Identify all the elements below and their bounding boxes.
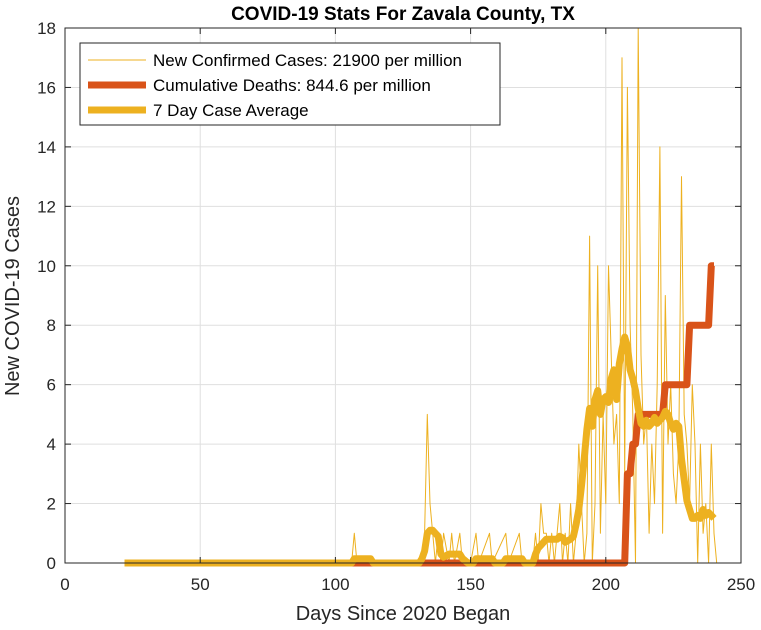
chart-title: COVID-19 Stats For Zavala County, TX xyxy=(231,4,575,25)
series-line-1 xyxy=(124,27,718,564)
legend-entry-1: New Confirmed Cases: 21900 per million xyxy=(153,51,462,70)
y-tick-label: 18 xyxy=(37,19,56,38)
series-line-2 xyxy=(124,262,715,567)
legend-entry-3: 7 Day Case Average xyxy=(153,101,309,120)
y-tick-label: 14 xyxy=(37,138,56,157)
plot-frame xyxy=(64,27,742,564)
y-tick-label: 2 xyxy=(47,495,56,514)
x-tick-label: 50 xyxy=(191,575,210,594)
x-tick-label: 0 xyxy=(60,575,69,594)
legend-entry-2: Cumulative Deaths: 844.6 per million xyxy=(153,76,431,95)
y-tick-label: 16 xyxy=(37,78,56,97)
legend: New Confirmed Cases: 21900 per million Cu… xyxy=(79,42,501,126)
y-tick-label: 8 xyxy=(47,316,56,335)
y-tick-label: 4 xyxy=(47,435,56,454)
x-tick-label: 250 xyxy=(727,575,755,594)
x-tick-label: 150 xyxy=(456,575,484,594)
data-series xyxy=(124,27,718,567)
x-tick-label: 200 xyxy=(592,575,620,594)
series-line-3 xyxy=(124,333,717,567)
y-axis-label: New COVID-19 Cases xyxy=(2,196,24,396)
y-tick-label: 12 xyxy=(37,197,56,216)
y-tick-label: 6 xyxy=(47,376,56,395)
x-tick-label: 100 xyxy=(321,575,349,594)
y-tick-label: 10 xyxy=(37,257,56,276)
x-axis-label: Days Since 2020 Began xyxy=(296,603,511,625)
axis-ticks: 0 50 100 150 200 250 0 2 4 6 8 10 12 14 16 18 xyxy=(37,19,755,594)
y-tick-label: 0 xyxy=(47,554,56,573)
legend-box xyxy=(79,42,501,126)
